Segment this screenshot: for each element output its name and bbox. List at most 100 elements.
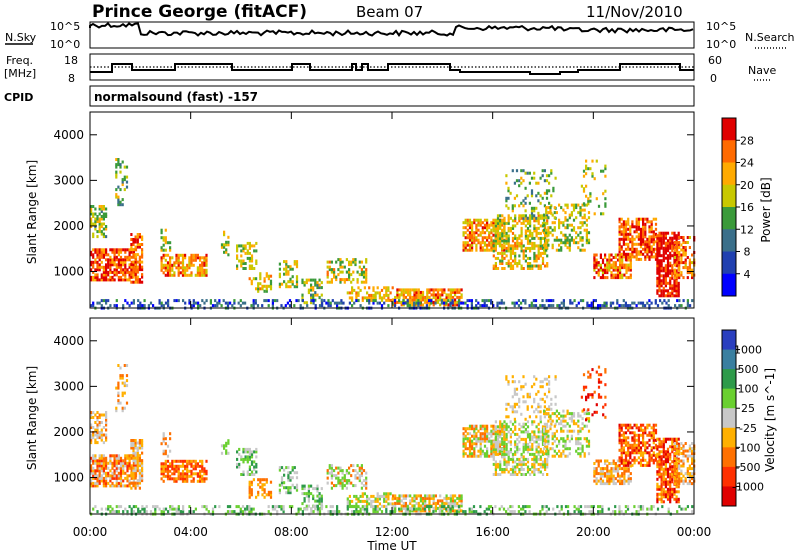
echo-cell	[201, 475, 203, 478]
echo-cell	[339, 467, 341, 470]
echo-cell	[354, 484, 356, 487]
echo-cell	[484, 249, 486, 252]
echo-cell	[357, 464, 359, 467]
echo-cell	[139, 487, 141, 490]
echo-cell	[547, 435, 549, 438]
echo-cell	[546, 179, 548, 182]
echo-cell	[387, 495, 389, 498]
echo-cell	[122, 484, 124, 487]
echo-cell	[431, 293, 433, 296]
echo-cell	[190, 254, 192, 257]
echo-cell	[253, 249, 255, 252]
echo-cell	[604, 165, 606, 168]
echo-cell	[540, 463, 542, 466]
echo-cell	[621, 426, 623, 429]
echo-cell	[501, 267, 503, 270]
echo-cell	[680, 254, 682, 257]
echo-cell	[608, 462, 610, 465]
echo-cell	[598, 386, 600, 389]
echo-cell	[264, 483, 266, 486]
echo-cell	[685, 246, 687, 249]
echo-cell	[516, 237, 518, 240]
echo-cell	[94, 439, 96, 442]
echo-cell	[418, 502, 420, 505]
echo-cell	[525, 400, 527, 403]
echo-cell	[294, 466, 296, 469]
echo-cell	[623, 250, 625, 253]
echo-cell	[550, 398, 552, 401]
echo-cell	[552, 214, 554, 217]
echo-cell	[493, 455, 495, 458]
echo-cell	[493, 224, 495, 227]
echo-cell	[461, 288, 463, 291]
echo-cell	[301, 294, 303, 297]
echo-cell	[644, 255, 646, 258]
echo-cell	[538, 450, 540, 453]
echo-cell	[545, 216, 547, 219]
echo-cell	[563, 299, 565, 302]
echo-cell	[456, 296, 458, 299]
echo-cell	[574, 299, 576, 302]
echo-cell	[469, 425, 471, 428]
echo-cell	[130, 243, 132, 246]
echo-cell	[653, 248, 655, 251]
echo-cell	[516, 222, 518, 225]
echo-cell	[165, 460, 167, 463]
echo-cell	[529, 214, 531, 217]
echo-cell	[503, 438, 505, 441]
echo-cell	[537, 212, 539, 215]
echo-cell	[523, 455, 525, 458]
echo-cell	[346, 487, 348, 490]
echo-cell	[337, 467, 339, 470]
echo-cell	[420, 291, 422, 294]
echo-cell	[355, 495, 357, 498]
echo-cell	[122, 382, 124, 385]
echo-cell	[646, 218, 648, 221]
echo-cell	[554, 221, 556, 224]
echo-cell	[540, 448, 542, 451]
echo-cell	[387, 502, 389, 505]
echo-cell	[443, 497, 445, 500]
echo-cell	[458, 299, 460, 302]
echo-cell	[463, 450, 465, 453]
echo-cell	[165, 254, 167, 257]
echo-cell	[359, 261, 361, 264]
echo-cell	[407, 494, 409, 497]
echo-cell	[441, 288, 443, 291]
echo-cell	[488, 249, 490, 252]
echo-cell	[537, 410, 539, 413]
echo-cell	[135, 258, 137, 261]
echo-cell	[225, 241, 227, 244]
echo-cell	[488, 224, 490, 227]
echo-cell	[416, 502, 418, 505]
echo-cell	[484, 241, 486, 244]
echo-cell	[619, 475, 621, 478]
echo-cell	[648, 299, 650, 302]
echo-cell	[461, 293, 463, 296]
echo-cell	[505, 403, 507, 406]
echo-cell	[665, 232, 667, 235]
echo-cell	[520, 182, 522, 185]
echo-cell	[521, 466, 523, 469]
echo-cell	[139, 243, 141, 246]
echo-cell	[552, 244, 554, 247]
echo-cell	[458, 296, 460, 299]
echo-cell	[482, 299, 484, 302]
echo-cell	[544, 405, 546, 408]
echo-cell	[448, 502, 450, 505]
echo-cell	[544, 466, 546, 469]
echo-cell	[588, 211, 590, 214]
echo-cell	[555, 403, 557, 406]
echo-cell	[547, 244, 549, 247]
echo-cell	[126, 176, 128, 179]
echo-cell	[467, 304, 469, 307]
echo-cell	[144, 304, 146, 307]
echo-cell	[331, 464, 333, 467]
echo-cell	[403, 494, 405, 497]
echo-cell	[623, 299, 625, 302]
echo-cell	[518, 304, 520, 307]
echo-cell	[621, 304, 623, 307]
echo-cell	[529, 172, 531, 175]
echo-cell	[564, 211, 566, 214]
echo-cell	[531, 242, 533, 245]
